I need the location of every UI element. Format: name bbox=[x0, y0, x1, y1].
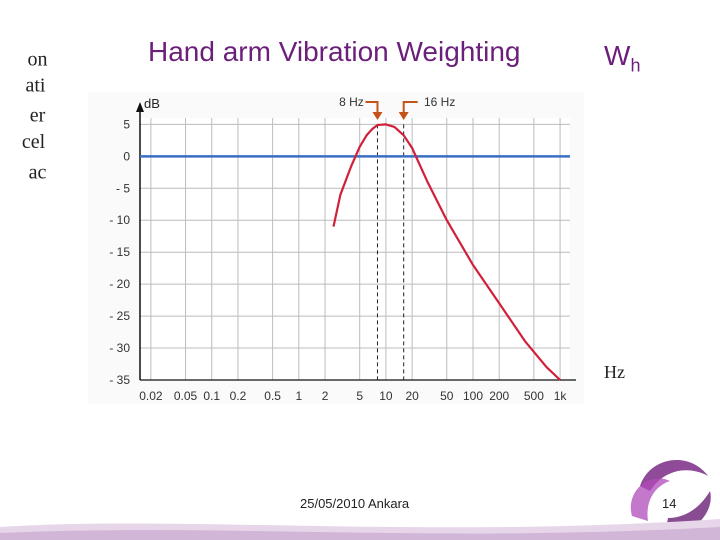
slide-title: Hand arm Vibration Weighting bbox=[148, 36, 521, 67]
side-label-part-5: on bbox=[27, 48, 48, 71]
page-number: 14 bbox=[662, 496, 677, 511]
y-tick-label: - 5 bbox=[116, 181, 130, 195]
side-label-part-3: er bbox=[29, 104, 46, 127]
y-tick-label: - 30 bbox=[109, 341, 130, 355]
x-tick-label: 0.05 bbox=[174, 389, 198, 403]
y-tick-label: - 25 bbox=[109, 309, 130, 323]
x-tick-label: 1 bbox=[295, 389, 302, 403]
y-tick-label: 5 bbox=[123, 117, 130, 131]
annotation-arrow-shaft bbox=[365, 101, 379, 114]
x-tick-label: 20 bbox=[405, 389, 419, 403]
y-side-label: ac cel er ati on bbox=[20, 42, 60, 184]
x-tick-label: 0.1 bbox=[203, 389, 220, 403]
bottom-decoration bbox=[0, 519, 720, 540]
annotation-frequency-label: 8 Hz bbox=[339, 95, 364, 109]
y-tick-label: 0 bbox=[123, 149, 130, 163]
y-axis-arrowhead bbox=[136, 102, 144, 112]
y-tick-label: - 10 bbox=[109, 213, 130, 227]
x-tick-label: 50 bbox=[440, 389, 454, 403]
x-tick-label: 500 bbox=[524, 389, 544, 403]
weighting-symbol-subscript: h bbox=[630, 55, 641, 76]
x-tick-label: 5 bbox=[356, 389, 363, 403]
footer-date-location: 25/05/2010 Ankara bbox=[300, 496, 410, 511]
x-tick-label: 10 bbox=[379, 389, 393, 403]
annotation-arrowhead bbox=[372, 112, 383, 120]
y-tick-label: - 35 bbox=[109, 373, 130, 387]
x-tick-label: 100 bbox=[463, 389, 483, 403]
x-tick-label: 2 bbox=[322, 389, 329, 403]
chart-svg: 0.02 0.05 0.1 0.2 0.5 1 2 5 10 20 50 100 200 500 1k50-… bbox=[109, 95, 576, 403]
series-weighting-curve bbox=[332, 123, 561, 381]
side-label-part-4: ati bbox=[25, 74, 46, 97]
x-tick-label: 200 bbox=[489, 389, 509, 403]
chart-panel: 0.02 0.05 0.1 0.2 0.5 1 2 5 10 20 50 100 200 500 1k 5 0-… bbox=[88, 92, 584, 404]
annotation-arrow-shaft bbox=[402, 101, 418, 114]
x-tick-label: 0.02 bbox=[139, 389, 163, 403]
weighting-symbol-main: W bbox=[604, 40, 631, 71]
y-axis-label: dB bbox=[144, 96, 160, 111]
side-label-part-2: cel bbox=[21, 130, 46, 153]
x-tick-label: 1k bbox=[554, 389, 568, 403]
side-label-part-1: ac bbox=[28, 161, 47, 184]
x-tick-label: 0.5 bbox=[264, 389, 281, 403]
y-tick-label: - 15 bbox=[109, 245, 130, 259]
x-tick-label: 0.2 bbox=[230, 389, 247, 403]
weighting-symbol: Wh bbox=[604, 40, 640, 77]
annotation-arrowhead bbox=[398, 112, 409, 120]
x-unit-label: Hz bbox=[604, 362, 625, 382]
y-tick-label: - 20 bbox=[109, 277, 130, 291]
annotation-frequency-label: 16 Hz bbox=[424, 95, 455, 109]
